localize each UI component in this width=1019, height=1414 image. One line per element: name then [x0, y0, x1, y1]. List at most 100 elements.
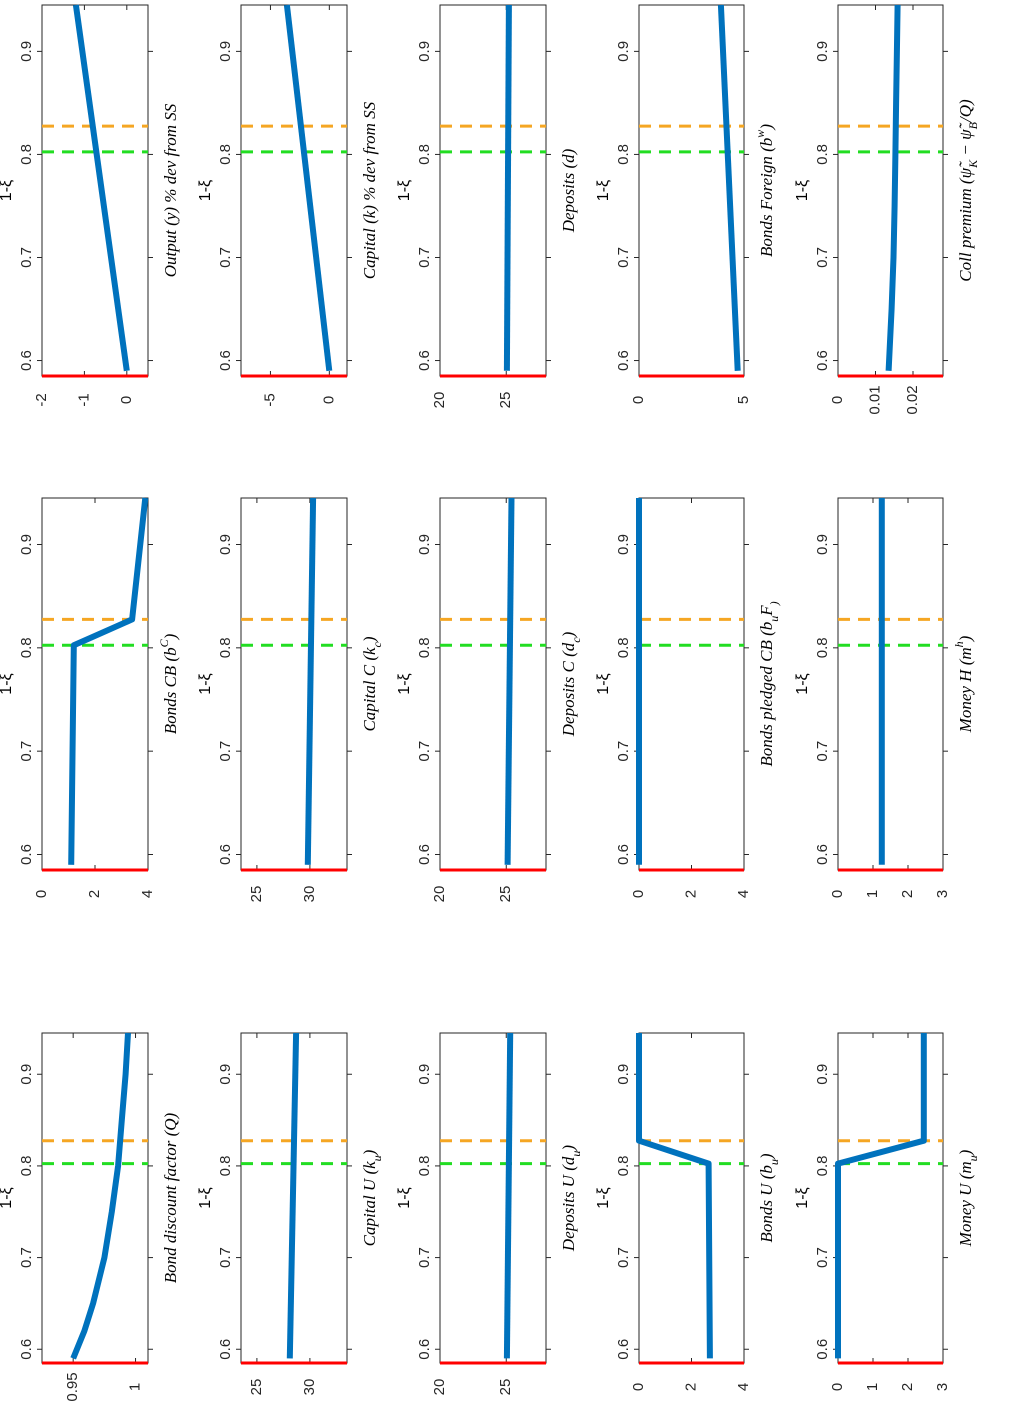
x-tick-label: 0.6	[416, 350, 433, 371]
x-axis-label: 1-ξ	[595, 180, 612, 201]
title-text: Bond discount factor (Q)	[161, 1112, 180, 1283]
series-line	[885, 4, 901, 371]
x-axis-label: 1-ξ	[0, 673, 15, 694]
series-line	[68, 497, 149, 865]
subplot-title: Bonds CB (bC)	[157, 633, 180, 734]
subplot-title: Output (y) % dev from SS	[161, 103, 180, 277]
y-tick-label: 25	[248, 886, 265, 903]
y-tick-label: 5	[735, 396, 752, 404]
title-subscript: c	[370, 641, 384, 647]
x-tick-label: 0.7	[615, 247, 632, 268]
y-tick-label: 0	[829, 1383, 846, 1391]
subplot-title: Capital C (kc)	[360, 636, 384, 731]
x-axis-label: 1-ξ	[197, 180, 214, 201]
title-text: Output (y) % dev from SS	[161, 103, 180, 277]
y-tick-label: 2	[899, 890, 916, 898]
x-tick-label: 0.8	[814, 1155, 831, 1176]
title-text: Coll premium (ψ̃	[956, 161, 975, 282]
subplot-14: 0.6 0.7 0.8 0.9 0 2 4 Bonds CB (bC) 1-ξ	[0, 497, 180, 898]
x-axis-label: 1-ξ	[197, 1187, 214, 1208]
y-tick-label: 0.02	[904, 385, 921, 414]
subplot-8: 0.6 0.7 0.8 0.9 20 25 Deposits C (dc) 1-ξ	[396, 497, 583, 902]
subplot-title: Bonds pledged CB (buF)	[757, 601, 781, 766]
y-tick-label: 1	[864, 1383, 881, 1391]
title-subscript: C	[157, 638, 171, 647]
x-tick-label: 0.8	[615, 637, 632, 658]
title-subscript: u	[966, 1155, 980, 1161]
x-axis-label: 1-ξ	[0, 180, 15, 201]
title-text: )	[559, 1145, 578, 1152]
subplot-5: 0.6 0.7 0.8 0.9 0 2 4 Bonds pledged CB (buF) 1-ξ	[595, 497, 781, 898]
y-tick-label: 2	[682, 890, 699, 898]
x-tick-label: 0.7	[217, 1247, 234, 1268]
series-line	[503, 1032, 514, 1359]
y-tick-label: 4	[735, 890, 752, 898]
x-tick-label: 0.7	[18, 741, 35, 762]
axes-frame	[837, 1032, 944, 1364]
axes-frame	[41, 1032, 149, 1364]
title-text: Bonds CB (b	[161, 647, 180, 734]
x-tick-label: 0.8	[217, 637, 234, 658]
x-tick-label: 0.8	[814, 637, 831, 658]
x-tick-label: 0.7	[217, 741, 234, 762]
title-text: Capital C (k	[360, 647, 379, 732]
title-text: )	[757, 124, 776, 131]
x-tick-label: 0.7	[814, 1247, 831, 1268]
title-text: Bonds pledged CB (b	[757, 622, 776, 767]
title-subscript: u	[569, 1151, 583, 1157]
y-tick-label: 20	[431, 392, 448, 409]
x-tick-label: 0.8	[814, 144, 831, 165]
y-tick-label: 20	[431, 1379, 448, 1396]
x-tick-label: 0.8	[416, 144, 433, 165]
y-tick-label: 0.01	[866, 385, 883, 414]
series-line	[835, 1033, 927, 1359]
y-tick-label: 2	[86, 890, 103, 898]
x-tick-label: 0.6	[814, 1339, 831, 1360]
x-axis-label: 1-ξ	[595, 673, 612, 694]
x-tick-label: 0.6	[615, 844, 632, 865]
title-text: Bonds Foreign (b	[757, 138, 776, 257]
axes-frame	[41, 497, 149, 871]
title-text: Bonds U (b	[757, 1165, 776, 1242]
x-tick-label: 0.6	[18, 350, 35, 371]
x-tick-label: 0.6	[814, 350, 831, 371]
subplot-13: 0.6 0.7 0.8 0.9 0.95 1 Bond discount factor (Q…	[0, 1032, 180, 1402]
y-tick-label: 0	[320, 396, 337, 404]
x-tick-label: 0.8	[217, 144, 234, 165]
title-text: )	[360, 1149, 379, 1156]
y-tick-label: 4	[735, 1383, 752, 1391]
x-axis-label: 1-ξ	[396, 1187, 413, 1208]
x-axis-label: 1-ξ	[396, 180, 413, 201]
x-tick-label: 0.6	[217, 350, 234, 371]
y-tick-label: 2	[899, 1383, 916, 1391]
y-tick-label: 0.95	[64, 1372, 81, 1401]
y-tick-label: 0	[118, 396, 135, 404]
x-tick-label: 0.6	[416, 844, 433, 865]
x-axis-label: 1-ξ	[794, 180, 811, 201]
y-tick-label: 3	[934, 1383, 951, 1391]
x-tick-label: 0.9	[18, 1064, 35, 1085]
x-tick-label: 0.9	[814, 41, 831, 62]
x-tick-label: 0.9	[416, 1064, 433, 1085]
y-tick-label: 0	[630, 1383, 647, 1391]
axes-frame	[638, 497, 745, 871]
x-tick-label: 0.6	[615, 350, 632, 371]
x-tick-label: 0.9	[217, 41, 234, 62]
series-line	[283, 4, 333, 372]
x-axis-label: 1-ξ	[197, 673, 214, 694]
series-line	[304, 497, 317, 865]
title-text: )	[956, 635, 975, 642]
title-text: /Q)	[956, 99, 975, 123]
y-tick-label: -2	[33, 393, 50, 406]
title-text: )	[757, 1153, 776, 1160]
subplot-1: 0.6 0.7 0.8 0.9 0 1 2 3 Money U (mu) 1-ξ	[794, 1032, 980, 1391]
title-text: − ψ̃	[956, 122, 975, 160]
subplot-4: 0.6 0.7 0.8 0.9 0 2 4 Bonds U (bu) 1-ξ	[595, 1032, 781, 1391]
subplot-3: 0.6 0.7 0.8 0.9 0 0.01 0.02 Coll premium (ψ̃K −…	[794, 4, 980, 415]
title-text: Money H (m	[956, 647, 975, 733]
x-tick-label: 0.6	[814, 844, 831, 865]
title-text: Capital (k) % dev from SS	[360, 101, 379, 279]
y-tick-label: 25	[497, 392, 514, 409]
x-tick-label: 0.7	[18, 1247, 35, 1268]
